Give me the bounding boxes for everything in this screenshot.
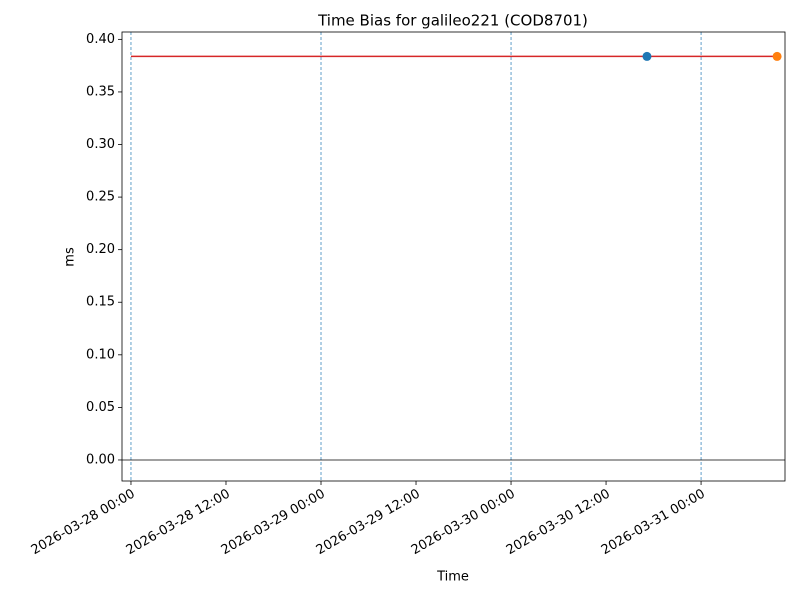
y-tick-label: 0.00 — [86, 452, 115, 467]
chart-title: Time Bias for galileo221 (COD8701) — [317, 12, 588, 30]
x-tick-label: 2026-03-29 00:00 — [219, 487, 328, 559]
y-tick-label: 0.25 — [86, 190, 115, 205]
y-tick-label: 0.20 — [86, 242, 115, 257]
y-tick-label: 0.35 — [86, 84, 115, 99]
y-tick-label: 0.10 — [86, 347, 115, 362]
y-tick-label: 0.30 — [86, 137, 115, 152]
x-tick-label: 2026-03-30 12:00 — [504, 487, 613, 559]
x-tick-label: 2026-03-28 12:00 — [124, 487, 233, 559]
x-tick-label: 2026-03-31 00:00 — [599, 487, 708, 559]
data-point — [642, 51, 652, 61]
y-tick-label: 0.15 — [86, 295, 115, 310]
x-axis-label: Time — [436, 570, 469, 585]
y-axis-label: ms — [63, 247, 78, 267]
x-tick-label: 2026-03-28 00:00 — [29, 487, 138, 559]
y-tick-label: 0.40 — [86, 32, 115, 47]
x-tick-label: 2026-03-30 00:00 — [409, 487, 518, 559]
y-tick-label: 0.05 — [86, 400, 115, 415]
plot-frame — [121, 31, 786, 482]
data-point — [772, 51, 782, 61]
x-tick-label: 2026-03-29 12:00 — [314, 487, 423, 559]
